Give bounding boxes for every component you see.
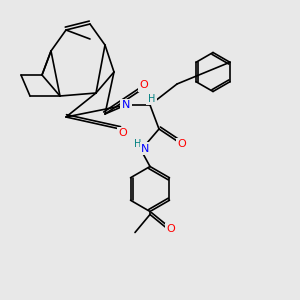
Text: O: O — [140, 80, 148, 91]
Text: H: H — [134, 139, 142, 149]
Text: O: O — [177, 139, 186, 149]
Text: O: O — [118, 128, 127, 139]
Text: N: N — [122, 100, 130, 110]
Text: N: N — [141, 143, 150, 154]
Text: O: O — [167, 224, 176, 235]
Text: H: H — [148, 94, 155, 104]
